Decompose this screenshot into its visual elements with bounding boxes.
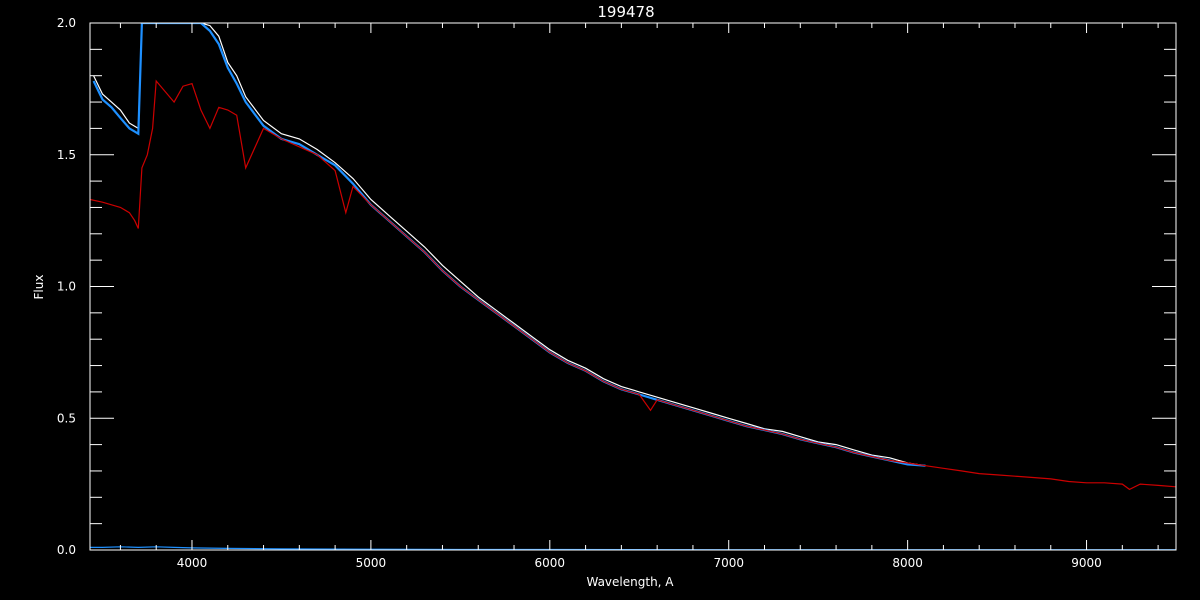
series-line-1 (93, 23, 926, 467)
series-line-3 (90, 79, 1176, 491)
y-tick-label: 0.0 (57, 543, 76, 557)
x-tick-label: 4000 (177, 556, 208, 570)
x-tick-label: 7000 (713, 556, 744, 570)
x-tick-label: 9000 (1071, 556, 1102, 570)
y-axis-label: Flux (32, 275, 46, 300)
x-tick-label: 5000 (356, 556, 387, 570)
y-tick-label: 2.0 (57, 16, 76, 30)
y-tick-label: 1.5 (57, 148, 76, 162)
y-tick-label: 0.5 (57, 411, 76, 425)
x-tick-label: 6000 (535, 556, 566, 570)
chart-title: 199478 (597, 3, 654, 21)
axes-layer: 4000 5000 6000 7000 8000 9000 0.0 0.5 1.0 1.5 2.0 (57, 16, 1177, 570)
x-tick-label: 8000 (892, 556, 923, 570)
y-tick-label: 1.0 (57, 280, 76, 294)
x-axis-label: Wavelength, A (586, 575, 674, 589)
